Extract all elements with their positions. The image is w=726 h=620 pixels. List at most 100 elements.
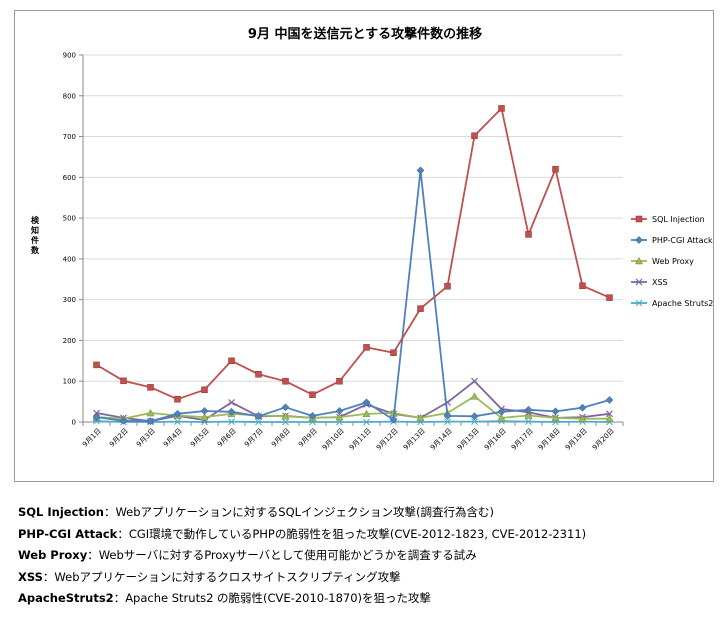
y-axis-label: 件 xyxy=(31,235,39,245)
data-point xyxy=(174,418,181,425)
note-term: ApacheStruts2 xyxy=(18,591,114,605)
note-separator: ： xyxy=(113,591,126,605)
data-point xyxy=(497,413,506,422)
y-tick-label: 400 xyxy=(63,255,76,263)
note-php-cgi-attack: PHP-CGI Attack：CGI環境で動作しているPHPの脆弱性を狙った攻撃… xyxy=(18,524,718,546)
data-point xyxy=(471,377,478,385)
note-sql-injection: SQL Injection：Webアプリケーションに対するSQLインジェクション… xyxy=(18,502,718,524)
y-tick-label: 600 xyxy=(63,174,76,182)
x-tick-label: 9月18日 xyxy=(537,427,562,452)
legend-item: Apache Struts2 xyxy=(631,299,713,308)
note-description: CGI環境で動作しているPHPの脆弱性を狙った攻撃(CVE-2012-1823,… xyxy=(128,526,587,541)
x-tick-label: 9月7日 xyxy=(243,427,265,449)
data-point xyxy=(551,407,560,416)
data-point xyxy=(390,349,397,356)
data-point xyxy=(200,412,209,421)
legend-item: Web Proxy xyxy=(631,256,694,266)
data-point xyxy=(201,386,208,394)
y-tick-label: 800 xyxy=(63,92,76,100)
data-point xyxy=(363,418,370,426)
data-point xyxy=(254,412,263,421)
data-point xyxy=(471,132,478,139)
x-tick-label: 9月14日 xyxy=(429,427,454,452)
note-description: Webアプリケーションに対するSQLインジェクション攻撃(調査行為含む) xyxy=(115,505,495,519)
data-point xyxy=(120,377,127,385)
note-apache-struts2: ApacheStruts2：Apache Struts2 の脆弱性(CVE-20… xyxy=(18,588,718,610)
data-point xyxy=(444,418,451,425)
legend-label: SQL Injection xyxy=(652,215,705,224)
data-point xyxy=(635,278,643,286)
data-point xyxy=(525,418,532,425)
note-term: PHP-CGI Attack xyxy=(18,526,118,541)
series-php-cgi-attack xyxy=(92,166,614,426)
data-point xyxy=(335,407,344,415)
data-point xyxy=(281,403,290,412)
data-point xyxy=(417,305,424,312)
x-tick-label: 9月15日 xyxy=(456,427,481,452)
x-tick-label: 9月3日 xyxy=(135,427,157,449)
series-line xyxy=(96,169,610,423)
legend-item: XSS xyxy=(631,278,668,287)
data-point xyxy=(498,105,505,112)
data-point xyxy=(470,392,479,400)
legend-label: Apache Struts2 xyxy=(652,299,713,308)
data-point xyxy=(255,418,262,426)
note-description: Webアプリケーションに対するクロスサイトスクリプティング攻撃 xyxy=(54,569,401,584)
data-point xyxy=(282,377,289,385)
data-point xyxy=(147,384,154,391)
data-point xyxy=(309,391,316,398)
data-point xyxy=(552,165,559,173)
data-point xyxy=(227,407,236,416)
data-point xyxy=(93,361,100,369)
y-tick-label: 300 xyxy=(63,296,76,304)
chart-title: 9月 中国を送信元とする攻撃件数の推移 xyxy=(248,26,482,42)
legend-item: SQL Injection xyxy=(631,215,705,224)
data-point xyxy=(444,282,451,290)
x-tick-label: 9月19日 xyxy=(564,427,589,452)
data-point xyxy=(363,344,370,351)
data-point xyxy=(605,414,614,422)
y-axis-label: 数 xyxy=(31,245,40,255)
note-term: XSS xyxy=(18,569,43,584)
series-notes: SQL Injection：Webアプリケーションに対するSQLインジェクション… xyxy=(18,502,718,610)
data-point xyxy=(146,408,155,417)
x-tick-label: 9月2日 xyxy=(108,427,130,449)
data-point xyxy=(335,412,344,421)
data-point xyxy=(524,411,533,419)
data-point xyxy=(524,405,533,414)
legend-label: XSS xyxy=(652,278,668,287)
x-tick-label: 9月11日 xyxy=(348,427,373,452)
x-tick-label: 9月4日 xyxy=(162,427,184,449)
y-tick-label: 700 xyxy=(63,133,76,141)
data-point xyxy=(635,299,643,307)
x-tick-label: 9月8日 xyxy=(270,427,292,449)
data-point xyxy=(336,377,343,385)
data-point xyxy=(146,417,155,426)
data-point xyxy=(228,418,235,425)
x-tick-label: 9月16日 xyxy=(483,427,508,452)
data-point xyxy=(119,416,128,425)
data-point xyxy=(389,415,398,424)
series-line xyxy=(96,420,610,423)
x-tick-label: 9月13日 xyxy=(402,427,427,452)
series-xss xyxy=(93,377,613,425)
data-point xyxy=(416,413,425,422)
data-point xyxy=(228,357,235,365)
legend-label: Web Proxy xyxy=(652,257,694,266)
data-point xyxy=(525,231,532,238)
data-point xyxy=(578,403,587,412)
series-sql-injection xyxy=(93,105,613,403)
data-point xyxy=(174,395,181,403)
series-line xyxy=(96,107,610,401)
data-point xyxy=(282,418,289,426)
data-point xyxy=(308,411,317,420)
note-xss: XSS：Webアプリケーションに対するクロスサイトスクリプティング攻撃 xyxy=(18,567,718,589)
x-tick-label: 9月1日 xyxy=(81,427,103,449)
series-line xyxy=(96,395,610,420)
y-axis-label: 知 xyxy=(31,225,39,235)
y-axis-label: 検 xyxy=(31,215,40,225)
data-point xyxy=(471,418,478,425)
data-point xyxy=(579,282,586,290)
note-term: Web Proxy xyxy=(18,548,88,562)
data-point xyxy=(92,413,101,422)
